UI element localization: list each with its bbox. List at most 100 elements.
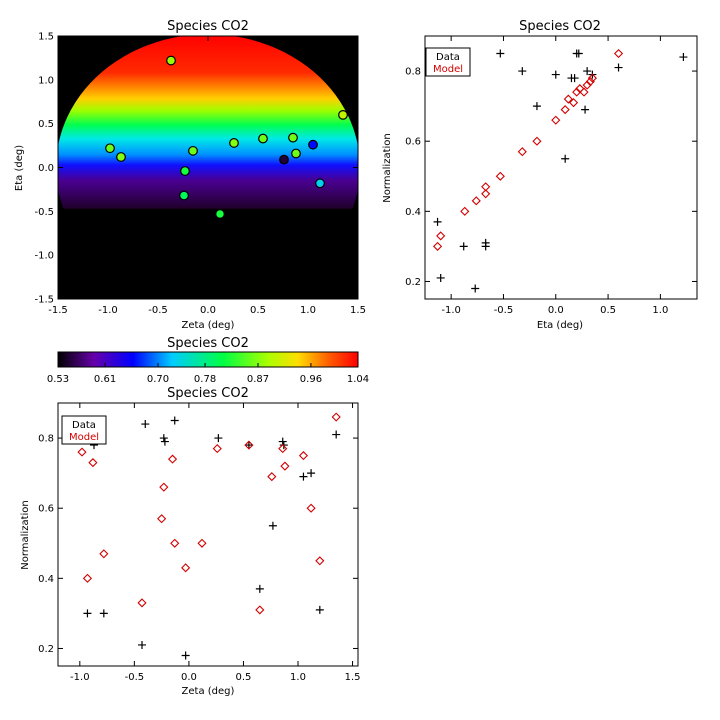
zeta-data-point bbox=[255, 584, 264, 593]
eta-data-point bbox=[574, 49, 583, 58]
eta-x-axis-label: Eta (deg) bbox=[537, 320, 583, 331]
zeta-model-point bbox=[167, 454, 178, 464]
eta-model-point bbox=[517, 147, 527, 157]
map-y-axis-label: Eta (deg) bbox=[14, 145, 25, 191]
map-y-tick-label: 0.0 bbox=[38, 163, 54, 174]
zeta-data-point bbox=[181, 651, 190, 660]
map-title: Species CO2 bbox=[167, 19, 249, 34]
zeta-legend-box bbox=[61, 415, 107, 445]
zeta-x-tick-label: 0.5 bbox=[236, 672, 252, 683]
map-data-point bbox=[288, 132, 298, 143]
map-data-point bbox=[315, 178, 325, 189]
eta-model-point bbox=[560, 105, 570, 115]
zeta-panel: Species CO2 -1.0 -0.5 0.0 0.5 1.0 1.5 0.2 0.4 0… bbox=[20, 386, 360, 697]
zeta-data-point bbox=[214, 434, 223, 443]
map-data-point bbox=[180, 166, 190, 176]
eta-model-point bbox=[460, 206, 470, 216]
eta-model-point bbox=[587, 73, 597, 83]
zeta-title: Species CO2 bbox=[167, 386, 249, 401]
eta-y-tick-label: 0.4 bbox=[405, 207, 421, 218]
eta-data-point bbox=[570, 74, 579, 83]
zeta-model-point bbox=[255, 605, 265, 615]
eta-data-point bbox=[532, 102, 541, 111]
colorbar-tick-label: 0.61 bbox=[94, 374, 116, 385]
zeta-data-point bbox=[279, 441, 288, 450]
eta-y-axis-label: Normalization bbox=[382, 133, 393, 203]
eta-y-tick-label: 0.8 bbox=[405, 67, 421, 78]
zeta-model-point bbox=[157, 514, 167, 524]
zeta-model-point bbox=[197, 538, 207, 548]
zeta-data-point bbox=[99, 609, 108, 618]
map-x-tick-label: -1.5 bbox=[48, 305, 68, 316]
colorbar-tick-label: 1.04 bbox=[347, 374, 369, 385]
zeta-model-point bbox=[88, 458, 98, 468]
eta-data-point bbox=[481, 242, 490, 251]
eta-model-point bbox=[579, 87, 589, 97]
map-data-point bbox=[229, 138, 239, 148]
zeta-x-tick-label: -1.0 bbox=[70, 672, 90, 683]
map-data-point bbox=[188, 145, 198, 156]
eta-data-point bbox=[496, 49, 505, 58]
colorbar-panel: Species CO2 0.53 0.61 0.70 0.78 0.87 0.96 1.04 bbox=[47, 336, 369, 385]
eta-data-point bbox=[551, 70, 560, 79]
zeta-model-point bbox=[170, 538, 180, 548]
eta-x-tick-label: -0.5 bbox=[494, 305, 514, 316]
zeta-model-point bbox=[159, 482, 169, 492]
map-gradient-disk bbox=[58, 36, 358, 209]
zeta-model-point bbox=[212, 444, 222, 454]
zeta-y-tick-label: 0.8 bbox=[38, 434, 54, 445]
zeta-data-point bbox=[299, 472, 308, 481]
zeta-y-tick-label: 0.6 bbox=[38, 504, 54, 515]
zeta-legend-data: Data bbox=[72, 420, 96, 431]
map-panel: Species CO2 -1.5 -1.0 -0.5 0.0 0.5 1.0 1.5 -1.… bbox=[14, 19, 366, 331]
zeta-model-point bbox=[181, 563, 191, 573]
map-y-tick-label: -0.5 bbox=[34, 207, 54, 218]
eta-legend: Data Model bbox=[425, 47, 471, 77]
map-data-point bbox=[166, 55, 176, 66]
colorbar-tick-label: 0.78 bbox=[194, 374, 216, 385]
map-x-tick-label: 1.0 bbox=[300, 305, 316, 316]
eta-model-point bbox=[481, 182, 491, 192]
eta-model-point bbox=[568, 98, 579, 108]
eta-data-point bbox=[518, 67, 527, 76]
map-x-tick-label: -1.0 bbox=[98, 305, 118, 316]
zeta-y-tick-label: 0.2 bbox=[38, 644, 54, 655]
eta-y-tick-label: 0.6 bbox=[405, 137, 421, 148]
map-x-tick-label: 0.5 bbox=[250, 305, 266, 316]
map-x-tick-label: 0.0 bbox=[200, 305, 216, 316]
zeta-model-point bbox=[82, 573, 93, 583]
map-x-tick-label: 1.5 bbox=[350, 305, 366, 316]
map-data-point bbox=[179, 190, 189, 201]
colorbar bbox=[57, 351, 359, 368]
zeta-data-point bbox=[160, 437, 169, 446]
zeta-model-point bbox=[331, 412, 341, 422]
eta-model-point bbox=[532, 136, 542, 146]
colorbar-tick-label: 0.70 bbox=[147, 374, 169, 385]
eta-legend-data: Data bbox=[436, 52, 460, 63]
eta-model-point bbox=[572, 87, 582, 97]
zeta-data-point bbox=[332, 430, 341, 439]
map-x-tick-label: -0.5 bbox=[148, 305, 168, 316]
eta-x-tick-label: -1.0 bbox=[441, 305, 461, 316]
map-y-tick-label: -1.0 bbox=[34, 251, 54, 262]
zeta-x-tick-label: 1.0 bbox=[290, 672, 306, 683]
eta-legend-model: Model bbox=[433, 64, 463, 75]
eta-model-point bbox=[563, 94, 573, 104]
zeta-data-point bbox=[307, 469, 316, 478]
eta-data-point bbox=[459, 242, 468, 251]
map-data-point bbox=[215, 209, 225, 219]
zeta-model-point bbox=[315, 556, 325, 566]
eta-data-point bbox=[436, 273, 445, 282]
eta-x-tick-label: 1.0 bbox=[652, 305, 668, 316]
eta-panel: Species CO2 -1.0 -0.5 0.0 0.5 1.0 0.2 0.4 0.6 0… bbox=[382, 19, 698, 331]
eta-frame bbox=[424, 35, 698, 300]
eta-data-point bbox=[433, 217, 442, 226]
eta-title: Species CO2 bbox=[519, 19, 601, 34]
map-data-point bbox=[308, 139, 318, 150]
zeta-data-point bbox=[268, 521, 277, 530]
zeta-y-axis-label: Normalization bbox=[20, 500, 31, 570]
eta-model-point bbox=[585, 77, 595, 87]
map-data-point bbox=[279, 154, 289, 165]
eta-model-point bbox=[613, 48, 624, 59]
